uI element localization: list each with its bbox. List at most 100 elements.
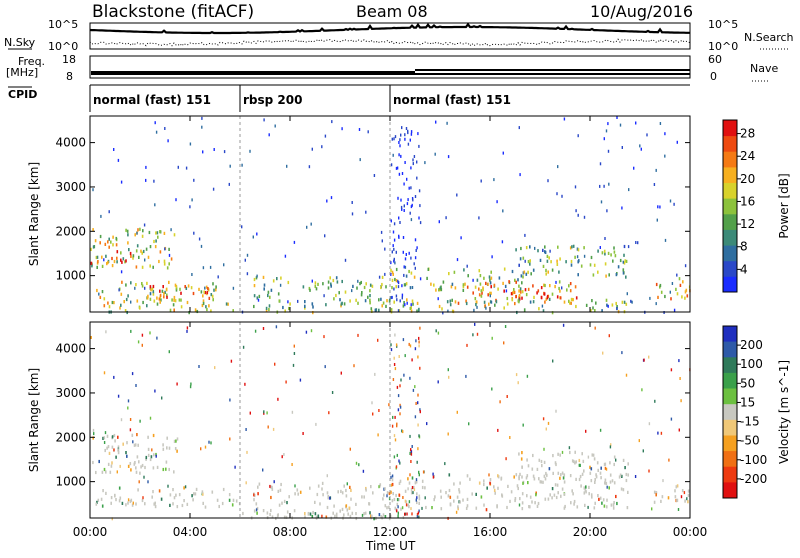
data-cell xyxy=(102,436,104,440)
date-title: 10/Aug/2016 xyxy=(590,2,693,21)
colorbar-swatch xyxy=(723,404,737,421)
x-tick-label: 08:00 xyxy=(273,525,308,539)
data-cell xyxy=(519,257,522,261)
data-cell xyxy=(478,269,481,273)
data-cell xyxy=(621,206,623,210)
data-cell xyxy=(405,127,408,130)
data-cell xyxy=(165,467,167,471)
data-cell xyxy=(253,277,256,282)
data-cell xyxy=(133,443,136,447)
data-cell xyxy=(466,497,469,501)
data-cell xyxy=(419,277,422,281)
data-cell xyxy=(126,454,128,458)
data-cell xyxy=(90,261,93,265)
data-cell xyxy=(105,491,107,495)
data-cell xyxy=(111,435,114,439)
data-cell xyxy=(440,507,443,511)
data-cell xyxy=(168,253,171,257)
data-cell xyxy=(416,500,418,505)
data-cell xyxy=(613,246,615,250)
data-cell xyxy=(314,512,317,516)
data-cell xyxy=(417,132,419,136)
data-cell xyxy=(271,487,274,491)
data-cell xyxy=(635,241,637,244)
data-cell xyxy=(486,486,488,490)
data-cell xyxy=(104,242,107,246)
data-cell xyxy=(103,297,106,301)
data-cell xyxy=(398,355,400,358)
data-cell xyxy=(168,262,170,266)
data-cell xyxy=(561,487,564,491)
data-cell xyxy=(462,283,465,287)
data-cell xyxy=(503,289,505,293)
data-cell xyxy=(141,333,144,337)
data-cell xyxy=(127,241,129,245)
data-cell xyxy=(572,244,575,248)
data-cell xyxy=(149,285,152,289)
data-cell xyxy=(627,462,629,466)
data-cell xyxy=(369,289,371,293)
data-cell xyxy=(166,446,168,450)
data-cell xyxy=(410,205,413,209)
data-cell xyxy=(159,295,162,299)
data-cell xyxy=(603,249,606,253)
data-cell xyxy=(621,146,623,149)
data-cell xyxy=(92,460,94,465)
data-cell xyxy=(410,303,412,307)
data-cell xyxy=(118,499,121,503)
data-cell xyxy=(496,504,498,508)
data-cell xyxy=(674,495,677,499)
data-cell xyxy=(371,284,374,288)
data-cell xyxy=(489,291,491,295)
colorbar-swatch xyxy=(723,229,737,246)
data-cell xyxy=(208,440,210,444)
data-cell xyxy=(623,300,626,304)
data-cell xyxy=(404,512,406,516)
data-cell xyxy=(555,409,557,413)
data-cell xyxy=(137,228,139,232)
data-cell xyxy=(584,503,586,507)
data-cell xyxy=(494,303,496,307)
data-cell xyxy=(385,304,387,308)
data-cell xyxy=(312,305,314,309)
data-cell xyxy=(531,500,533,504)
data-cell xyxy=(125,259,127,263)
data-cell xyxy=(519,287,522,291)
data-cell xyxy=(588,492,590,496)
data-cell xyxy=(291,410,294,414)
data-cell xyxy=(395,279,398,283)
data-cell xyxy=(497,486,499,490)
data-cell xyxy=(288,495,290,499)
data-cell xyxy=(599,246,601,249)
data-cell xyxy=(598,497,600,501)
data-cell xyxy=(367,295,369,299)
data-cell xyxy=(686,294,689,298)
data-cell xyxy=(392,492,394,496)
data-cell xyxy=(395,267,398,272)
data-cell xyxy=(493,488,496,492)
data-cell xyxy=(194,308,197,312)
data-cell xyxy=(268,133,270,137)
data-cell xyxy=(458,488,460,492)
data-cell xyxy=(165,288,168,292)
data-cell xyxy=(505,457,507,461)
data-cell xyxy=(426,276,428,280)
data-cell xyxy=(602,351,604,355)
data-cell xyxy=(549,493,551,497)
data-cell xyxy=(142,496,144,500)
data-cell xyxy=(129,428,132,432)
data-cell xyxy=(317,484,320,488)
data-cell xyxy=(97,260,99,264)
data-cell xyxy=(340,371,342,375)
data-cell xyxy=(634,475,637,478)
data-cell xyxy=(433,283,435,287)
data-cell xyxy=(195,487,198,491)
data-cell xyxy=(413,485,415,490)
data-cell xyxy=(437,331,440,335)
data-cell xyxy=(465,301,468,306)
data-cell xyxy=(312,510,314,515)
data-cell xyxy=(416,301,419,305)
data-cell xyxy=(489,478,492,482)
data-cell xyxy=(413,275,416,279)
